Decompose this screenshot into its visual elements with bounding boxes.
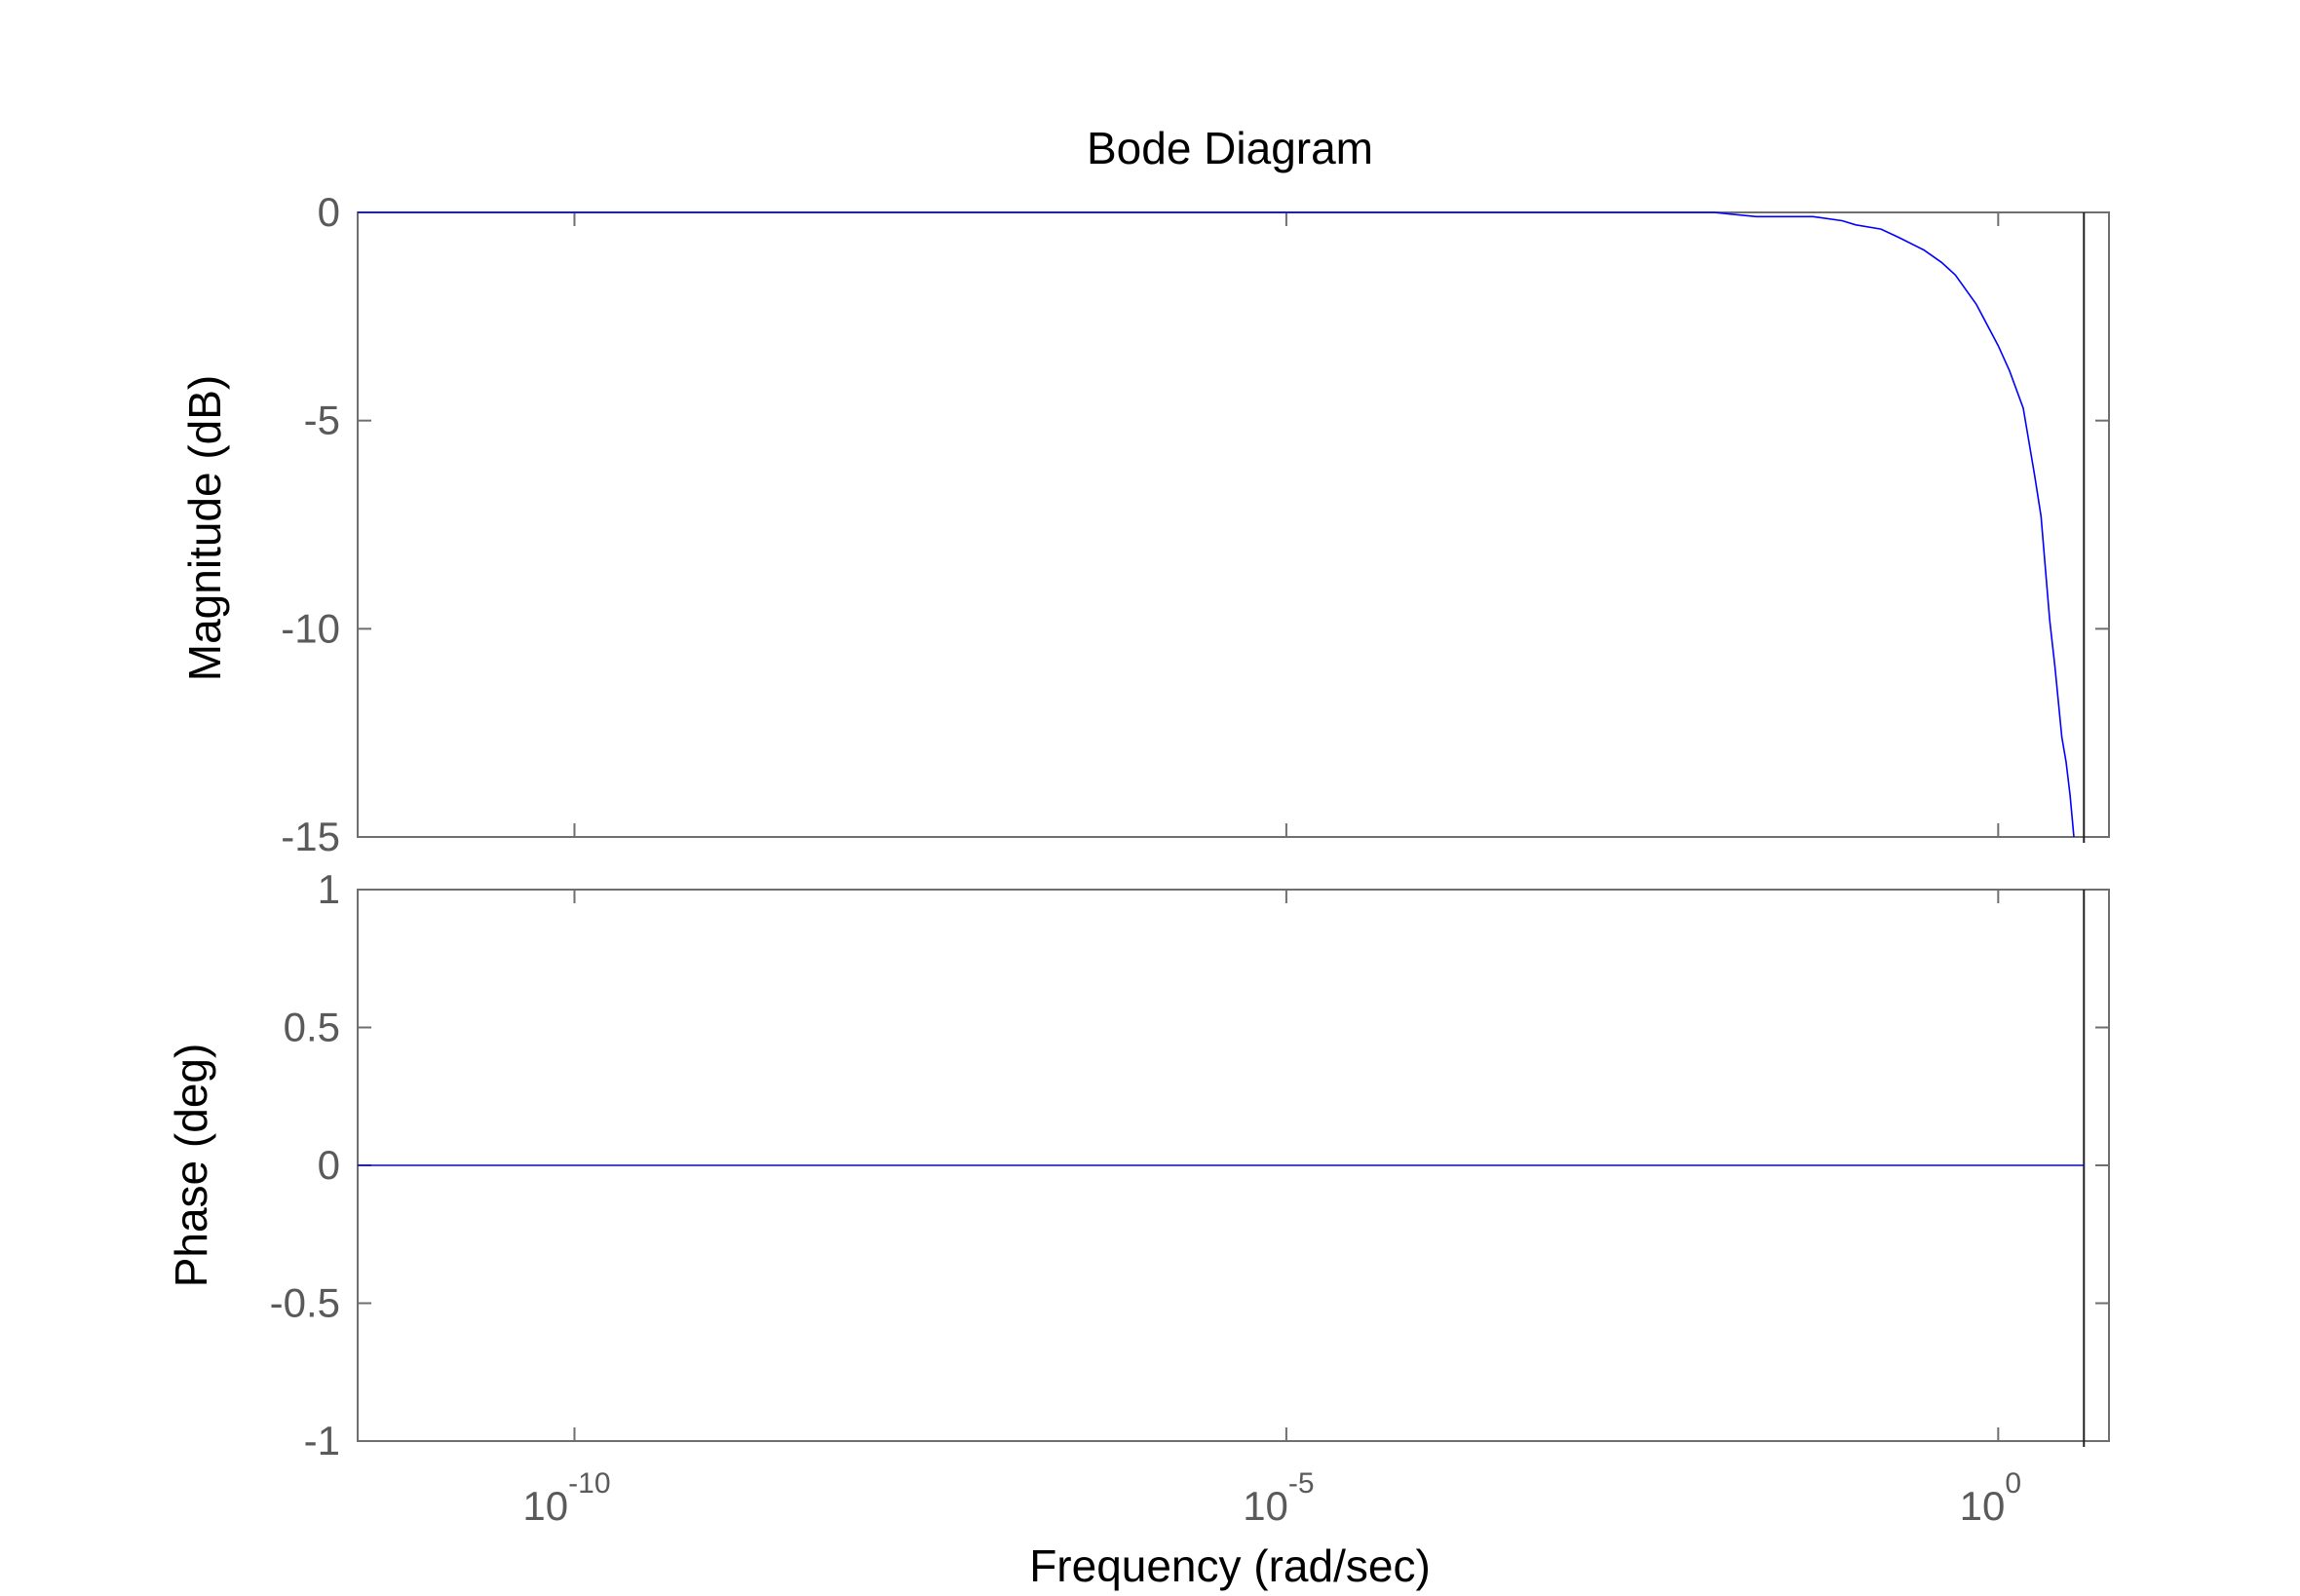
magnitude-tick-marks [358, 211, 2109, 838]
y-tick-label: -0.5 [270, 1280, 340, 1326]
phase-panel: 1 0.5 0 -0.5 -1 10-10 10-5 100 Phase (deg) Fre… [166, 866, 2110, 1591]
y-tick-label: -5 [304, 398, 340, 443]
y-tick-label: -1 [304, 1418, 340, 1463]
y-tick-label: 0 [318, 189, 340, 235]
y-tick-label: -15 [281, 814, 340, 859]
magnitude-y-axis-label: Magnitude (dB) [179, 375, 230, 682]
y-tick-label: 1 [318, 866, 340, 912]
y-tick-label: 0.5 [284, 1005, 340, 1050]
x-tick-label: 10-10 [522, 1467, 610, 1529]
magnitude-panel: 0 -5 -10 -15 Magnitude (dB) [179, 189, 2110, 859]
y-tick-label: -10 [281, 605, 340, 651]
chart-title: Bode Diagram [1087, 123, 1373, 173]
x-axis-label: Frequency (rad/sec) [1029, 1540, 1431, 1591]
x-tick-labels: 10-10 10-5 100 [522, 1467, 2021, 1529]
magnitude-axes-frame [357, 211, 2110, 838]
magnitude-series-line [358, 211, 2075, 838]
y-tick-label: 0 [318, 1142, 340, 1188]
phase-y-axis-label: Phase (deg) [166, 1044, 216, 1288]
x-tick-label: 10-5 [1243, 1467, 1314, 1529]
phase-y-tick-labels: 1 0.5 0 -0.5 -1 [270, 866, 340, 1463]
magnitude-y-tick-labels: 0 -5 -10 -15 [281, 189, 340, 859]
x-tick-label: 100 [1960, 1467, 2021, 1529]
